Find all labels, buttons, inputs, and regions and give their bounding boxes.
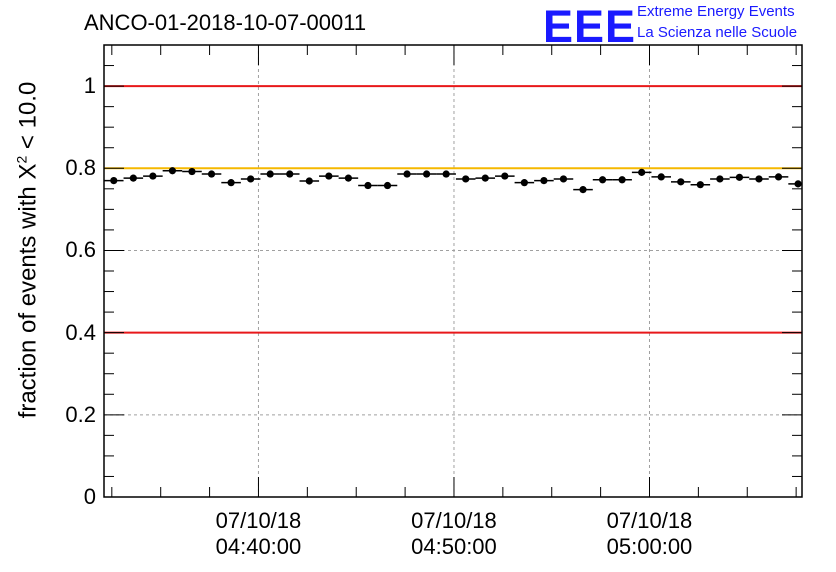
data-point bbox=[631, 168, 652, 176]
data-point bbox=[768, 173, 789, 181]
data-point bbox=[788, 180, 802, 188]
marker bbox=[227, 179, 235, 187]
data-point bbox=[299, 177, 320, 185]
data-point bbox=[612, 176, 632, 184]
data-point bbox=[397, 170, 417, 178]
data-point bbox=[377, 181, 398, 190]
plot-frame bbox=[103, 44, 803, 498]
data-point bbox=[182, 167, 202, 176]
data-point bbox=[514, 179, 535, 187]
x-tick-label: 07/10/18 05:00:00 bbox=[579, 508, 719, 560]
data-point bbox=[710, 175, 730, 183]
marker bbox=[423, 170, 431, 178]
marker bbox=[696, 181, 704, 189]
marker bbox=[325, 172, 333, 180]
data-point bbox=[104, 177, 124, 185]
data-point bbox=[358, 181, 378, 190]
x-tick-label-time: 04:50:00 bbox=[411, 534, 497, 559]
logo-line-1: Extreme Energy Events bbox=[637, 3, 795, 20]
marker bbox=[579, 186, 587, 194]
data-point bbox=[592, 176, 613, 184]
marker bbox=[501, 172, 509, 180]
y-tick-label: 0.2 bbox=[65, 401, 96, 427]
marker bbox=[129, 174, 137, 182]
data-point bbox=[338, 174, 359, 182]
marker bbox=[383, 181, 392, 190]
data-point bbox=[143, 172, 163, 180]
marker bbox=[735, 173, 744, 181]
marker bbox=[520, 179, 528, 187]
x-tick-label-date: 07/10/18 bbox=[411, 508, 497, 533]
data-point bbox=[534, 177, 554, 185]
marker bbox=[247, 175, 255, 183]
y-tick-label: 0.4 bbox=[65, 319, 96, 345]
marker bbox=[716, 175, 724, 183]
y-tick-label: 0.8 bbox=[65, 155, 96, 181]
data-point bbox=[455, 175, 476, 183]
data-point bbox=[201, 170, 222, 178]
marker bbox=[442, 170, 450, 178]
marker bbox=[755, 175, 763, 183]
data-point bbox=[436, 170, 456, 178]
marker bbox=[481, 174, 489, 182]
marker bbox=[344, 174, 352, 182]
data-point bbox=[690, 181, 711, 189]
marker bbox=[110, 177, 118, 185]
data-point bbox=[573, 186, 593, 194]
marker bbox=[598, 176, 607, 184]
data-point bbox=[729, 173, 750, 181]
data-point bbox=[279, 170, 300, 178]
data-point bbox=[221, 179, 241, 187]
y-tick-label: 0.6 bbox=[65, 237, 96, 263]
x-tick-label-time: 04:40:00 bbox=[215, 534, 302, 559]
data-point bbox=[553, 175, 574, 183]
data-point bbox=[749, 175, 769, 183]
data-point bbox=[162, 167, 183, 175]
marker bbox=[403, 170, 411, 178]
marker bbox=[305, 177, 313, 185]
marker bbox=[638, 168, 646, 176]
data-point bbox=[651, 173, 672, 181]
eee-logo: EEE bbox=[543, 1, 637, 52]
marker bbox=[149, 172, 157, 180]
marker bbox=[677, 178, 685, 186]
data-point bbox=[416, 170, 437, 178]
marker bbox=[266, 170, 274, 178]
x-tick-label-date: 07/10/18 bbox=[606, 508, 693, 533]
marker bbox=[774, 173, 783, 181]
marker bbox=[364, 181, 372, 190]
marker bbox=[540, 177, 548, 185]
data-point bbox=[123, 174, 144, 182]
marker bbox=[794, 180, 802, 188]
data-point bbox=[260, 170, 280, 178]
logo-line-2: La Scienza nelle Scuole bbox=[637, 24, 798, 41]
marker bbox=[618, 176, 626, 184]
x-tick-label: 07/10/18 04:50:00 bbox=[384, 508, 524, 560]
marker bbox=[286, 170, 294, 178]
data-point bbox=[240, 175, 261, 183]
y-tick-label: 0 bbox=[83, 484, 96, 509]
x-tick-label-time: 05:00:00 bbox=[606, 534, 693, 559]
x-tick-label: 07/10/18 04:40:00 bbox=[188, 508, 328, 560]
y-tick-label: 1 bbox=[83, 73, 96, 99]
marker bbox=[559, 175, 568, 183]
data-point bbox=[475, 174, 496, 182]
data-point bbox=[671, 178, 691, 186]
data-point bbox=[319, 172, 339, 180]
marker bbox=[168, 167, 177, 175]
marker bbox=[657, 173, 665, 181]
marker bbox=[188, 167, 196, 176]
marker bbox=[462, 175, 470, 183]
x-tick-label-date: 07/10/18 bbox=[215, 508, 302, 533]
data-point bbox=[495, 172, 515, 180]
marker bbox=[207, 170, 216, 178]
chart-title: ANCO-01-2018-10-07-00011 bbox=[84, 10, 367, 35]
